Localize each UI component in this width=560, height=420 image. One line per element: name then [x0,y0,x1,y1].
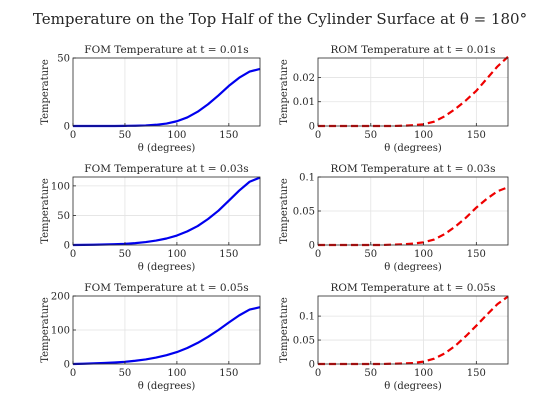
chart-6-axes-frame [317,295,509,365]
chart-3-x-label: θ (degrees) [138,262,196,273]
chart-1-y-tick-label: 50 [57,54,70,65]
chart-5-y-tick-label: 200 [51,292,70,303]
chart-3-x-tick-label: 100 [167,249,186,260]
chart-6-x-tick-label: 50 [364,368,377,379]
chart-1-x-tick-label: 0 [70,130,76,141]
chart-6-series-line [318,295,509,366]
chart-4: 0 50 100 150 0 0.05 0.1 ROM Temperature at t = … [279,163,509,273]
chart-5-x-tick-label: 100 [167,368,186,379]
chart-3-title: FOM Temperature at t = 0.03s [84,163,248,175]
chart-1-title: FOM Temperature at t = 0.01s [84,44,248,56]
chart-3-x-tick-label: 150 [219,249,238,260]
chart-2-y-tick-label: 0.02 [293,73,315,84]
chart-1-y-label: Temperature [40,59,51,125]
figure-title: Temperature on the Top Half of the Cylin… [33,10,527,28]
chart-3-y-tick-label: 50 [57,211,70,222]
chart-5-y-label: Temperature [40,297,51,363]
chart-4-y-tick-label: 0.1 [299,173,315,184]
chart-4-y-label: Temperature [279,178,290,244]
chart-6-title: ROM Temperature at t = 0.05s [330,282,495,294]
chart-1-axes-frame [72,57,261,127]
chart-2-x-tick-label: 50 [364,130,377,141]
chart-6-x-label: θ (degrees) [384,381,442,392]
chart-6-y-tick-label: 0 [309,360,315,371]
chart-2-axes-frame [317,57,509,127]
chart-2-x-tick-label: 100 [414,130,433,141]
chart-4-y-tick-label: 0.05 [293,207,315,218]
chart-3-y-tick-label: 100 [51,181,70,192]
chart-1-x-label: θ (degrees) [138,143,196,154]
chart-2-y-tick-label: 0 [309,122,315,133]
chart-3-y-tick-label: 0 [64,241,70,252]
chart-5-y-tick-label: 100 [51,326,70,337]
chart-6-y-tick-label: 0.1 [299,312,315,323]
chart-4-title: ROM Temperature at t = 0.03s [330,163,495,175]
chart-4-x-label: θ (degrees) [384,262,442,273]
chart-5-title: FOM Temperature at t = 0.05s [84,282,248,294]
chart-3-x-tick-label: 0 [70,249,76,260]
chart-2-title: ROM Temperature at t = 0.01s [330,44,495,56]
chart-6-y-label: Temperature [279,297,290,363]
chart-5-y-tick-label: 0 [64,360,70,371]
chart-2: 0 50 100 150 0 0.01 0.02 ROM Temperature at t =… [279,44,509,154]
chart-4-x-tick-label: 100 [414,249,433,260]
chart-6: 0 50 100 150 0 0.05 0.1 ROM Temperature at t = … [279,282,509,392]
chart-2-series-line [318,55,509,128]
chart-4-series-line [318,186,509,247]
chart-5-x-label: θ (degrees) [138,381,196,392]
chart-6-x-tick-label: 100 [414,368,433,379]
chart-5: 0 50 100 150 0 100 200 FOM Temperature at t = 0… [40,282,261,392]
chart-1-x-tick-label: 150 [219,130,238,141]
chart-4-y-tick-label: 0 [309,241,315,252]
chart-2-y-label: Temperature [279,59,290,125]
chart-4-x-tick-label: 50 [364,249,377,260]
chart-5-x-tick-label: 50 [119,368,132,379]
chart-3-x-tick-label: 50 [119,249,132,260]
chart-6-plot-area [318,296,508,364]
chart-4-x-tick-label: 150 [467,249,486,260]
chart-5-x-tick-label: 0 [70,368,76,379]
chart-1-x-tick-label: 50 [119,130,132,141]
chart-3: 0 50 100 150 0 50 100 FOM Temperature at t = 0.… [40,163,261,273]
chart-1: 0 50 100 150 0 50 FOM Temperature at t = 0.01s… [40,44,261,154]
chart-3-axes-frame [72,176,261,246]
chart-6-y-tick-label: 0.05 [293,336,315,347]
chart-6-x-tick-label: 150 [467,368,486,379]
chart-1-x-tick-label: 100 [167,130,186,141]
chart-3-series-line [72,176,261,247]
chart-2-x-tick-label: 150 [467,130,486,141]
chart-2-plot-area [318,58,508,126]
chart-1-y-tick-label: 0 [64,122,70,133]
chart-2-y-tick-label: 0.01 [293,97,315,108]
chart-2-x-tick-label: 0 [315,130,321,141]
chart-5-series-line [72,306,261,366]
chart-1-plot-area [73,58,260,126]
chart-5-x-tick-label: 150 [219,368,238,379]
chart-2-x-label: θ (degrees) [384,143,442,154]
chart-3-plot-area [73,177,260,245]
chart-4-x-tick-label: 0 [315,249,321,260]
chart-6-x-tick-label: 0 [315,368,321,379]
chart-3-y-label: Temperature [40,178,51,244]
